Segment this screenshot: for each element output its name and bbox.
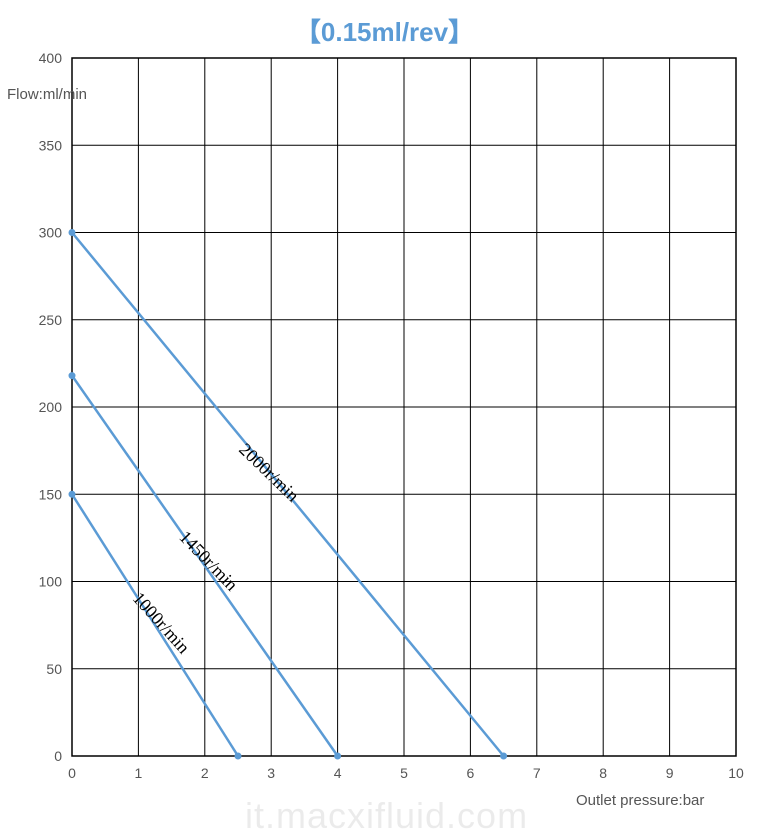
svg-text:0: 0 (54, 748, 62, 764)
svg-text:400: 400 (39, 50, 63, 66)
svg-text:8: 8 (599, 765, 607, 781)
svg-text:6: 6 (467, 765, 475, 781)
svg-text:10: 10 (728, 765, 744, 781)
svg-text:5: 5 (400, 765, 408, 781)
svg-text:100: 100 (39, 574, 63, 590)
svg-text:50: 50 (46, 661, 62, 677)
y-axis-label: Flow:ml/min (7, 86, 87, 103)
svg-text:3: 3 (267, 765, 275, 781)
svg-text:250: 250 (39, 312, 63, 328)
svg-text:200: 200 (39, 399, 63, 415)
svg-text:0: 0 (68, 765, 76, 781)
svg-text:9: 9 (666, 765, 674, 781)
chart-svg: 0123456789100501001502002503003504002000… (0, 0, 769, 831)
svg-text:150: 150 (39, 486, 63, 502)
svg-text:7: 7 (533, 765, 541, 781)
svg-text:2000r/min: 2000r/min (235, 439, 303, 505)
svg-text:350: 350 (39, 137, 63, 153)
x-axis-label: Outlet pressure:bar (576, 792, 704, 809)
svg-text:4: 4 (334, 765, 342, 781)
svg-text:300: 300 (39, 225, 63, 241)
svg-text:1: 1 (135, 765, 143, 781)
svg-text:1450r/min: 1450r/min (175, 527, 241, 595)
svg-text:2: 2 (201, 765, 209, 781)
chart-container: 【0.15ml/rev】 012345678910050100150200250… (0, 0, 769, 831)
